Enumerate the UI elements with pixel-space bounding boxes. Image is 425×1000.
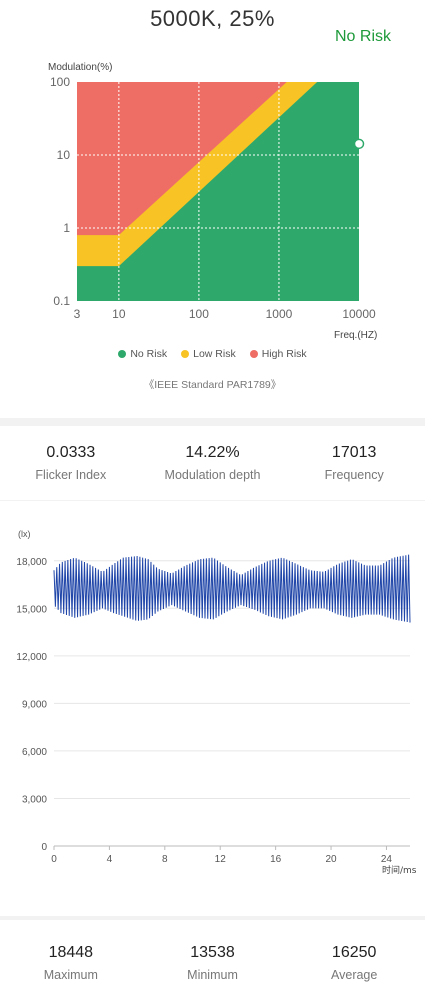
stat-label: Minimum (187, 968, 238, 982)
waveform-x-tick-label: 20 (325, 854, 337, 865)
risk-x-tick-label: 3 (74, 307, 81, 321)
risk-legend: No Risk Low Risk High Risk (0, 348, 425, 360)
waveform-x-tick-label: 4 (107, 854, 113, 865)
stat-label: Frequency (324, 468, 384, 482)
waveform-y-tick-label: 9,000 (22, 699, 47, 710)
illuminance-stats-row: 18448 Maximum 13538 Minimum 16250 Averag… (0, 944, 425, 982)
legend-label-low-risk: Low Risk (193, 348, 236, 360)
risk-x-tick-label: 100 (189, 307, 209, 321)
risk-status-label: No Risk (334, 28, 391, 45)
risk-y-tick-label: 1 (63, 221, 70, 235)
flicker-stats-card: 0.0333 Flicker Index 14.22% Modulation d… (0, 426, 425, 500)
page-title: 5000K, 25% (150, 6, 275, 31)
risk-chart: Modulation(%) Freq.(HZ) 3 10 100 1000 10000 1… (48, 62, 377, 341)
waveform-y-tick-label: 12,000 (16, 652, 47, 663)
risk-y-tick-label: 0.1 (53, 294, 70, 308)
legend-label-high-risk: High Risk (261, 348, 307, 360)
waveform-y-unit-label: (lx) (18, 529, 31, 539)
legend-dot-low-risk (181, 350, 190, 358)
stat-value: 14.22% (185, 444, 240, 461)
region-no-risk (77, 82, 359, 301)
standard-reference: 《IEEE Standard PAR1789》 (143, 379, 282, 391)
legend-item-high-risk: High Risk (249, 348, 307, 360)
stat-value: 16250 (331, 944, 377, 961)
flicker-risk-card: 5000K, 25% No Risk Modulation(%) Freq.(H… (0, 0, 425, 418)
risk-x-tick-label: 10000 (342, 307, 376, 321)
stat-value: 0.0333 (46, 444, 96, 461)
stat-label: Maximum (43, 968, 98, 982)
legend-label-no-risk: No Risk (130, 348, 168, 360)
stat-maximum: 18448 Maximum (0, 944, 142, 982)
waveform-x-tick-label: 16 (270, 854, 282, 865)
stat-flicker-index: 0.0333 Flicker Index (0, 444, 142, 482)
waveform-x-axis-label: 时间/ms (382, 864, 417, 876)
stat-label: Flicker Index (35, 468, 107, 482)
waveform-x-tick-label: 0 (51, 854, 57, 865)
risk-x-tick-label: 10 (112, 307, 126, 321)
legend-dot-no-risk (118, 350, 127, 358)
stat-label: Average (331, 968, 378, 982)
flicker-stats-row: 0.0333 Flicker Index 14.22% Modulation d… (0, 444, 425, 482)
stat-minimum: 13538 Minimum (142, 944, 284, 982)
stat-value: 13538 (190, 944, 235, 961)
waveform-y-tick-label: 6,000 (22, 747, 47, 758)
stat-value: 17013 (331, 444, 377, 461)
risk-x-axis-label: Freq.(HZ) (334, 330, 377, 341)
waveform-y-tick-label: 0 (41, 842, 47, 853)
waveform-chart: 0 3,000 6,000 9,000 12,000 15,000 18,000 0 4 8 12 1… (16, 554, 417, 876)
risk-y-tick-label: 10 (57, 148, 71, 162)
waveform-y-tick-label: 15,000 (16, 604, 47, 615)
stat-label: Modulation depth (164, 468, 261, 482)
waveform-series-line (53, 554, 411, 623)
waveform-card: (lx) 0 3,000 6,000 9,000 12,000 15,000 18,000 0… (0, 501, 425, 916)
illuminance-stats-card: 18448 Maximum 13538 Minimum 16250 Averag… (0, 920, 425, 1000)
waveform-x-tick-label: 24 (381, 854, 393, 865)
legend-item-low-risk: Low Risk (181, 348, 236, 360)
legend-dot-high-risk (249, 350, 258, 358)
stat-value: 18448 (48, 944, 94, 961)
waveform-y-tick-label: 18,000 (16, 557, 47, 568)
risk-x-tick-label: 1000 (266, 307, 293, 321)
legend-item-no-risk: No Risk (118, 348, 167, 360)
waveform-x-tick-label: 12 (215, 854, 227, 865)
risk-y-axis-label: Modulation(%) (48, 62, 112, 73)
risk-y-tick-label: 100 (50, 75, 70, 89)
stat-frequency: 17013 Frequency (283, 444, 425, 482)
stat-average: 16250 Average (283, 944, 425, 982)
stat-modulation-depth: 14.22% Modulation depth (142, 444, 284, 482)
waveform-x-tick-label: 8 (162, 854, 168, 865)
waveform-y-tick-label: 3,000 (22, 794, 47, 805)
measurement-marker (353, 138, 365, 150)
